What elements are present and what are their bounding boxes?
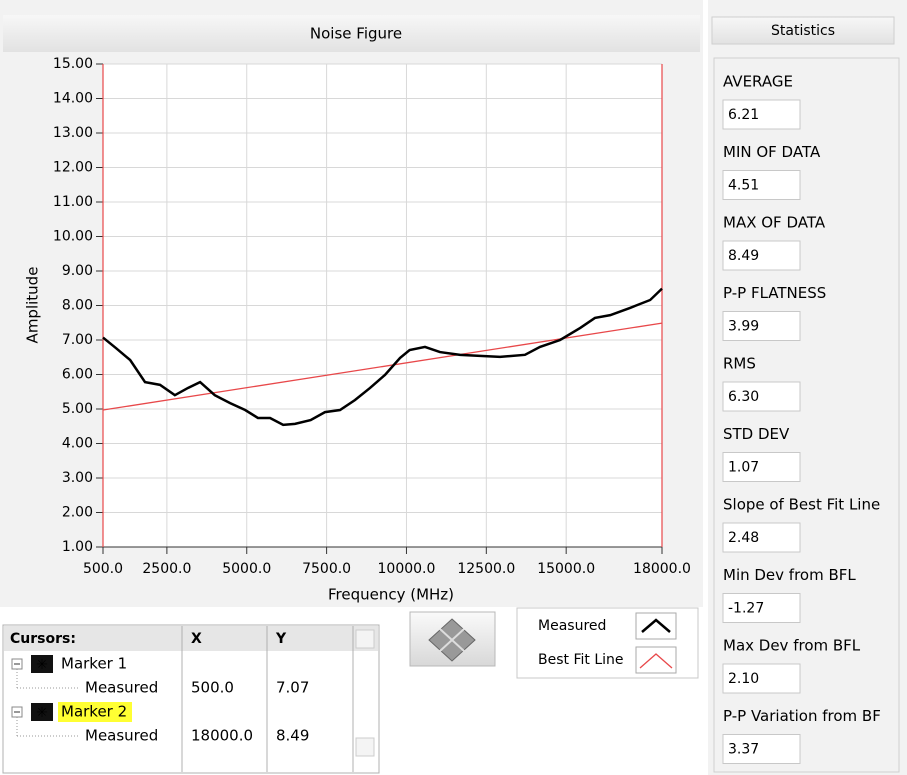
- cursor-title: Cursors:: [10, 631, 76, 647]
- legend-swatch: [639, 653, 673, 669]
- marker-glyph: ✳: [36, 705, 48, 721]
- cursor-x: 18000.0: [191, 727, 253, 745]
- x-tick-label: 500.0: [83, 561, 123, 577]
- marker-name[interactable]: Marker 2: [61, 703, 127, 721]
- stat-box: [722, 99, 801, 130]
- y-tick-label: 3.00: [62, 470, 93, 486]
- stat-value: 2.48: [728, 530, 759, 546]
- y-tick-label: 1.00: [62, 539, 93, 555]
- marker-glyph: ✳: [36, 657, 48, 673]
- y-tick-label: 7.00: [62, 332, 93, 348]
- x-axis-label: Frequency (MHz): [328, 586, 454, 604]
- stat-value: 8.49: [728, 248, 759, 264]
- stat-box: [722, 663, 801, 694]
- stat-value: 3.37: [728, 742, 759, 758]
- chart-title: Noise Figure: [310, 25, 402, 43]
- y-tick-label: 11.00: [53, 194, 93, 210]
- y-tick-label: 15.00: [53, 56, 93, 72]
- stat-label: P-P Variation from BF: [723, 707, 881, 725]
- stat-value: 6.30: [728, 389, 759, 405]
- stat-label: AVERAGE: [723, 73, 793, 91]
- selection-highlight: [58, 702, 132, 722]
- x-tick-label: 10000.0: [378, 561, 436, 577]
- x-tick-label: 15000.0: [537, 561, 595, 577]
- legend-label: Best Fit Line: [538, 652, 624, 668]
- stats-title: Statistics: [771, 23, 835, 39]
- column-header: X: [191, 631, 202, 647]
- stat-box: [722, 381, 801, 412]
- stat-box: [722, 240, 801, 271]
- stats-frame: [713, 57, 900, 773]
- stat-box: [722, 734, 801, 764]
- series-line: [102, 322, 663, 411]
- cursor-y: 7.07: [276, 679, 309, 697]
- stat-label: MIN OF DATA: [723, 143, 821, 161]
- y-tick-label: 13.00: [53, 125, 93, 141]
- stat-label: Max Dev from BFL: [723, 637, 861, 655]
- y-tick-label: 2.00: [62, 505, 93, 521]
- stat-label: RMS: [723, 355, 756, 373]
- title-bar: [3, 15, 700, 52]
- x-tick-label: 12500.0: [457, 561, 515, 577]
- marker-name[interactable]: Marker 1: [61, 655, 127, 673]
- stat-box: [722, 593, 801, 623]
- marker-icon: [31, 655, 53, 673]
- stat-box: [722, 311, 801, 341]
- y-tick-label: 6.00: [62, 367, 93, 383]
- y-tick-label: 4.00: [62, 436, 93, 452]
- stat-box: [722, 522, 801, 553]
- stat-label: P-P FLATNESS: [723, 284, 826, 302]
- y-axis-label: Amplitude: [24, 267, 42, 344]
- series-line: [102, 287, 663, 427]
- stat-label: MAX OF DATA: [723, 214, 826, 232]
- x-tick-label: 7500.0: [302, 561, 351, 577]
- stat-value: 3.99: [728, 319, 759, 335]
- stat-box: [722, 170, 801, 200]
- stat-value: 4.51: [728, 178, 759, 194]
- x-tick-label: 18000.0: [633, 561, 691, 577]
- y-tick-label: 8.00: [62, 298, 93, 314]
- plot-name: Measured: [85, 679, 158, 697]
- cursor-header: [4, 626, 378, 651]
- stat-label: STD DEV: [723, 425, 790, 443]
- stat-box: [722, 452, 801, 482]
- column-header: Y: [275, 631, 287, 647]
- cursor-x: 500.0: [191, 679, 234, 697]
- y-tick-label: 9.00: [62, 263, 93, 279]
- stat-label: Slope of Best Fit Line: [723, 496, 880, 514]
- y-tick-label: 12.00: [53, 160, 93, 176]
- stat-value: 2.10: [728, 671, 759, 687]
- cursor-y: 8.49: [276, 727, 309, 745]
- stat-value: 6.21: [728, 107, 759, 123]
- x-tick-label: 5000.0: [222, 561, 271, 577]
- legend-label: Measured: [538, 618, 606, 634]
- stat-value: -1.27: [728, 601, 764, 617]
- legend-swatch-box: [635, 646, 677, 674]
- plot-name: Measured: [85, 727, 158, 745]
- marker-icon: [31, 703, 53, 721]
- stats-title-bar: [711, 16, 895, 45]
- stat-label: Min Dev from BFL: [723, 566, 856, 584]
- stat-value: 1.07: [728, 460, 759, 476]
- x-tick-label: 2500.0: [142, 561, 191, 577]
- y-tick-label: 10.00: [53, 229, 93, 245]
- legend-swatch: [641, 618, 671, 633]
- y-tick-label: 14.00: [53, 91, 93, 107]
- y-tick-label: 5.00: [62, 401, 93, 417]
- legend-swatch-box: [635, 612, 677, 640]
